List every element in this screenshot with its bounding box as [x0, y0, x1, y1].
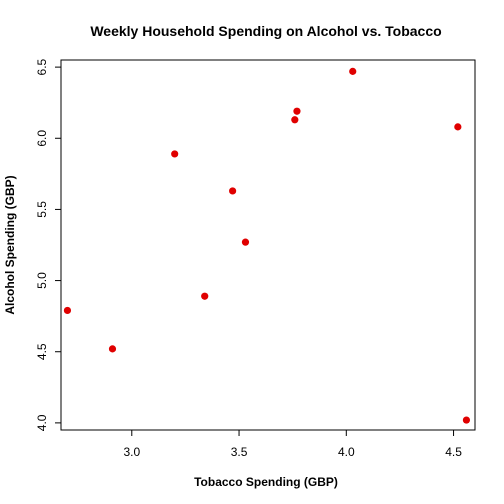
x-axis: 3.0 3.5 4.0 4.5: [123, 430, 462, 459]
data-point: [454, 123, 462, 131]
data-point: [229, 187, 237, 195]
chart-title: Weekly Household Spending on Alcohol vs.…: [90, 23, 441, 39]
y-tick-label: 4.0: [35, 414, 49, 431]
data-point: [241, 238, 250, 246]
x-tick-label: 3.5: [231, 445, 248, 459]
y-tick-label: 6.0: [35, 130, 49, 147]
x-tick-label: 4.5: [445, 445, 462, 459]
y-tick-label: 4.5: [35, 343, 49, 360]
data-point: [63, 306, 72, 315]
data-points: [63, 67, 471, 424]
y-tick-label: 6.5: [35, 58, 49, 75]
data-point: [171, 150, 179, 158]
x-tick-label: 3.0: [123, 445, 140, 459]
y-tick-label: 5.5: [35, 201, 49, 218]
data-point: [349, 67, 357, 75]
y-axis: 4.0 4.5 5.0 5.5 6.0 6.5: [35, 58, 61, 431]
y-axis-label: Alcohol Spending (GBP): [3, 175, 17, 314]
plot-frame: [60, 59, 476, 431]
x-axis-label: Tobacco Spending (GBP): [194, 475, 338, 489]
data-point: [462, 416, 471, 424]
data-point: [201, 292, 209, 300]
y-tick-label: 5.0: [35, 272, 49, 289]
data-point: [293, 107, 301, 115]
data-point: [291, 116, 299, 124]
data-point: [108, 345, 117, 353]
x-tick-label: 4.0: [338, 445, 355, 459]
